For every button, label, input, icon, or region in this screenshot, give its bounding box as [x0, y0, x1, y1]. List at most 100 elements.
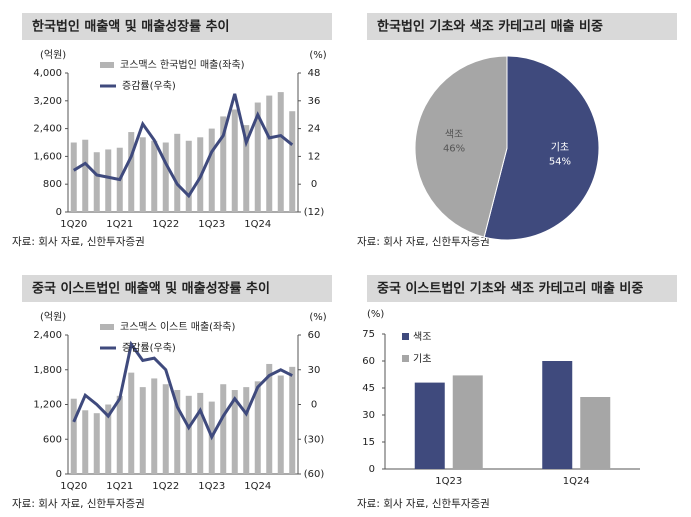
y-tick-label: 2,400 — [33, 330, 62, 341]
slice-label: 기초 — [551, 142, 569, 154]
y-tick-label: 15 — [362, 437, 375, 448]
x-tick-label: 1Q24 — [244, 219, 271, 230]
growth-line — [72, 93, 294, 199]
y-tick-label: 2,400 — [33, 124, 62, 135]
y2-tick-label: (12) — [304, 207, 325, 218]
y2-tick-label: (60) — [304, 469, 325, 480]
bar — [231, 109, 238, 212]
bar — [243, 125, 250, 212]
bar — [414, 382, 445, 469]
title-bar — [22, 13, 332, 40]
y2-axis-label: (%) — [309, 312, 326, 323]
bar — [231, 390, 238, 474]
x-tick-label: 1Q22 — [152, 219, 179, 230]
y2-tick-label: 0 — [311, 400, 317, 411]
x-tick-label: 1Q23 — [435, 476, 462, 487]
y2-tick-label: 30 — [308, 365, 321, 376]
bar — [93, 152, 100, 212]
slice-value: 46% — [443, 143, 465, 154]
bar — [542, 361, 573, 469]
bar — [185, 395, 192, 474]
y-tick-label: 0 — [369, 464, 375, 475]
y-tick-label: 3,200 — [33, 96, 62, 107]
bar — [70, 398, 77, 474]
bar — [70, 142, 77, 212]
bar — [128, 372, 135, 474]
x-tick-label: 1Q21 — [106, 481, 133, 492]
x-tick-label: 1Q23 — [198, 219, 225, 230]
y2-tick-label: 0 — [311, 179, 317, 190]
bar — [174, 390, 181, 474]
bar — [139, 387, 146, 474]
legend-swatch — [402, 355, 409, 362]
source: 자료: 회사 자료, 신한투자증권 — [12, 236, 145, 248]
source: 자료: 회사 자료, 신한투자증권 — [357, 236, 490, 248]
y-tick-label: 60 — [362, 356, 375, 367]
bar — [116, 395, 123, 474]
bar — [105, 149, 112, 212]
bar — [452, 375, 483, 469]
x-tick-label: 1Q23 — [198, 481, 225, 492]
title-bar — [367, 13, 677, 40]
pie-slice — [414, 55, 508, 238]
bar — [174, 133, 181, 212]
y2-axis-label: (%) — [309, 50, 326, 61]
bar — [220, 116, 227, 212]
bar — [243, 387, 250, 474]
bar — [162, 384, 169, 474]
chart-title: 한국법인 매출액 및 매출성장률 추이 — [32, 19, 230, 35]
source: 자료: 회사 자료, 신한투자증권 — [12, 498, 145, 510]
x-tick-label: 1Q24 — [563, 476, 590, 487]
chart-title: 중국 이스트법인 매출액 및 매출성장률 추이 — [32, 281, 270, 297]
x-tick-label: 1Q24 — [244, 481, 271, 492]
title-bar — [367, 275, 677, 302]
y2-tick-label: 24 — [308, 124, 321, 135]
legend-label: 증감률(우축) — [122, 80, 176, 92]
legend-label: 코스맥스 한국법인 매출(좌축) — [120, 59, 245, 71]
pie-slice — [483, 55, 600, 241]
y-tick-label: 75 — [362, 329, 375, 340]
legend-label: 색조 — [413, 331, 431, 343]
bar — [93, 413, 100, 474]
y2-tick-label: 36 — [308, 96, 321, 107]
chart-title: 중국 이스트법인 기초와 색조 카테고리 매출 비중 — [377, 281, 643, 297]
y-tick-label: 1,600 — [33, 151, 62, 162]
source: 자료: 회사 자료, 신한투자증권 — [357, 498, 490, 510]
slice-value: 54% — [549, 157, 571, 168]
bar — [220, 384, 227, 474]
y-tick-label: 600 — [43, 434, 62, 445]
bar — [289, 111, 296, 212]
bar — [266, 363, 273, 474]
legend-label: 증감률(우축) — [122, 342, 176, 354]
x-tick-label: 1Q21 — [106, 219, 133, 230]
legend-swatch — [100, 324, 114, 330]
y-axis-label: (%) — [367, 309, 384, 320]
bar — [580, 397, 611, 469]
bar — [105, 404, 112, 474]
bar — [151, 140, 158, 212]
bar — [254, 381, 261, 474]
y-axis-label: (억원) — [40, 49, 66, 61]
bar — [254, 102, 261, 212]
y2-tick-label: 60 — [308, 330, 321, 341]
y-tick-label: 1,200 — [33, 400, 62, 411]
bar — [82, 139, 89, 212]
legend-label: 기초 — [413, 353, 431, 365]
y-tick-label: 30 — [362, 410, 375, 421]
y2-tick-label: 12 — [308, 151, 321, 162]
growth-line — [72, 340, 293, 441]
y-tick-label: 4,000 — [33, 68, 62, 79]
y-tick-label: 800 — [43, 179, 62, 190]
bar — [139, 137, 146, 212]
y2-tick-label: (30) — [304, 434, 325, 445]
bar — [82, 410, 89, 474]
bar — [151, 378, 158, 474]
bar — [289, 366, 296, 474]
y-tick-label: 45 — [362, 383, 375, 394]
x-tick-label: 1Q20 — [60, 219, 87, 230]
